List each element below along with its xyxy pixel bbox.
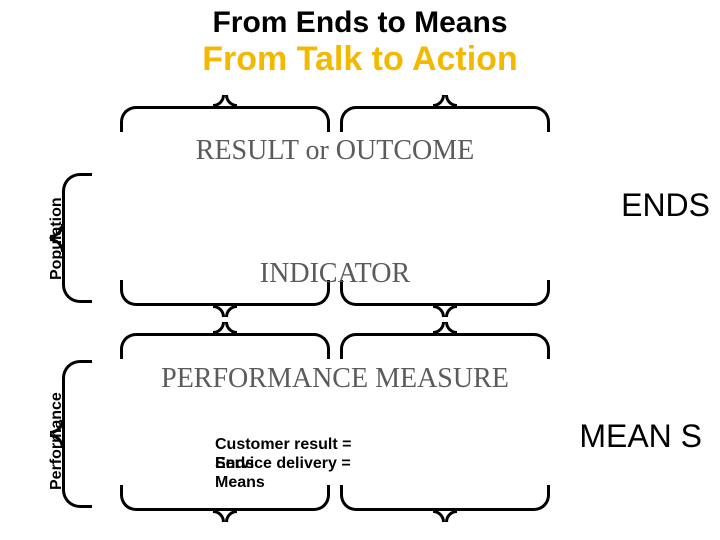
label-population: Population [48,197,66,280]
brace-population [62,173,92,303]
brace-bottom-left [120,333,330,359]
label-performance: Performance [48,392,66,490]
customer-line-3: Service delivery = [215,454,351,473]
brace-bottom-right [340,333,550,359]
title-line-2: From Talk to Action [0,40,720,79]
slide: From Ends to Means From Talk to Action P… [0,0,720,540]
label-ends: ENDS [621,187,710,224]
customer-block: Customer result = Ends Service delivery … [215,435,475,493]
heading-indicator: INDICATOR [145,258,525,290]
customer-line-4: Means [215,473,475,492]
label-means: MEAN S [579,420,702,454]
brace-top-right [340,106,550,132]
heading-performance: PERFORMANCE MEASURE [145,364,525,395]
brace-performance [62,360,92,508]
customer-line-1: Customer result = [215,435,475,454]
title-line-1: From Ends to Means [0,6,720,40]
title-block: From Ends to Means From Talk to Action [0,6,720,79]
brace-top-left [120,106,330,132]
heading-result: RESULT or OUTCOME [145,135,525,167]
